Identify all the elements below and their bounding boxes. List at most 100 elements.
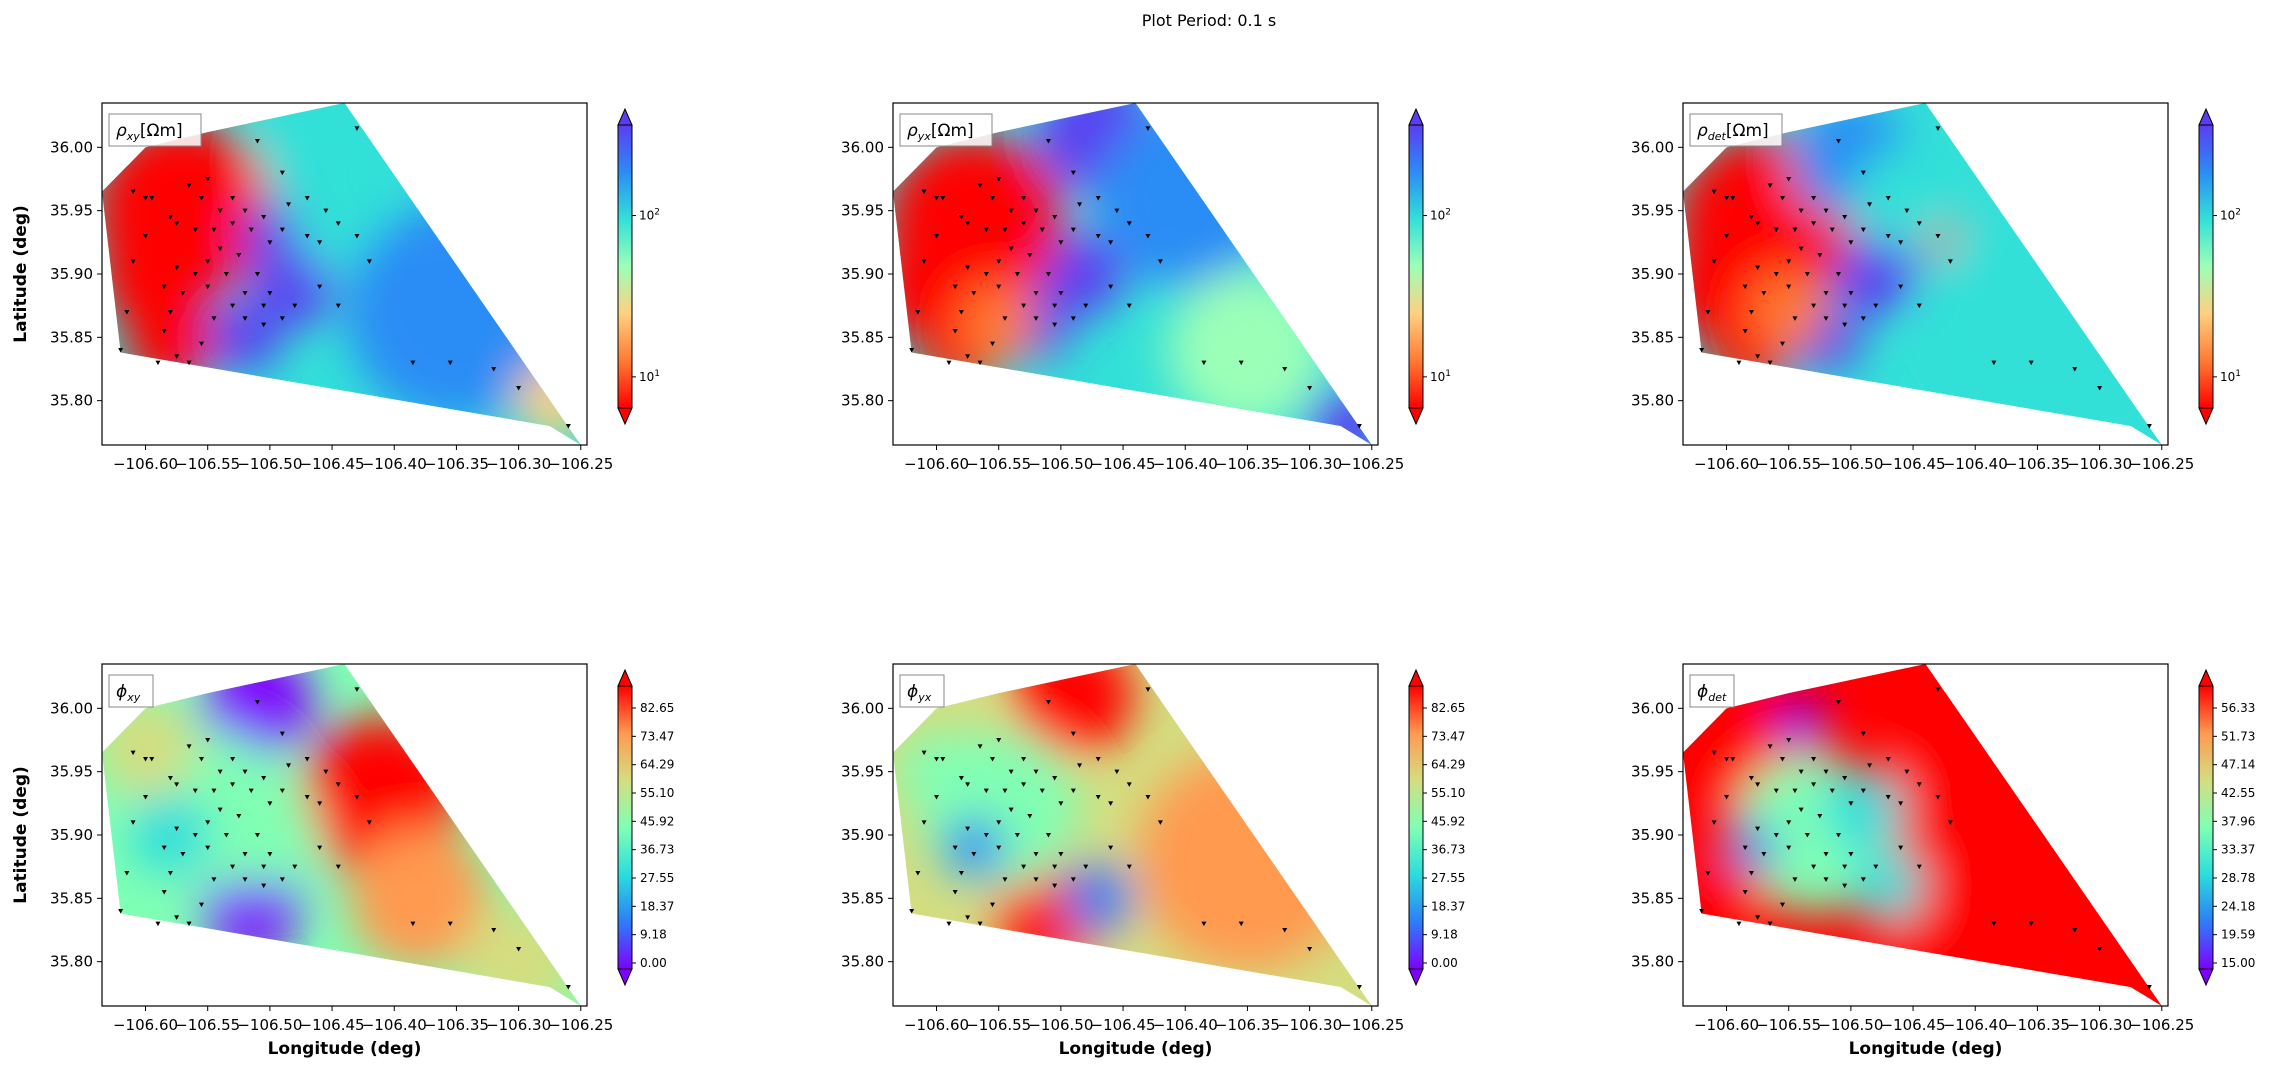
tick-exponent: 1 xyxy=(1445,369,1451,379)
station-marker-17 xyxy=(996,177,1002,182)
station-marker-57 xyxy=(989,902,995,908)
station-marker-48 xyxy=(254,139,260,144)
station-marker-58 xyxy=(952,890,958,895)
station-marker-1 xyxy=(143,757,149,762)
y-axis-label: Latitude (deg) xyxy=(11,205,31,343)
station-marker-2 xyxy=(1730,196,1736,201)
heatmap-blob-3 xyxy=(1137,750,1358,971)
colorbar-extend-max xyxy=(2198,107,2214,126)
station-marker-52 xyxy=(1848,801,1854,806)
station-marker-2 xyxy=(149,196,155,201)
station-marker-20 xyxy=(1773,227,1779,233)
station-marker-36 xyxy=(1885,234,1891,239)
station-marker-63 xyxy=(2097,947,2103,952)
x-tick-label: −106.35 xyxy=(1215,1016,1280,1034)
subplot-2: −106.60−106.55−106.50−106.45−106.40−106.… xyxy=(841,102,1451,473)
subplot-6: −106.60−106.55−106.50−106.45−106.40−106.… xyxy=(1631,663,2255,1059)
station-marker-30 xyxy=(1002,877,1008,882)
station-marker-20 xyxy=(192,227,198,233)
station-marker-45 xyxy=(1947,259,1953,264)
heatmap-blobs xyxy=(1686,680,2162,1006)
colorbar: 15.00 19.59 24.18 28.78 33.37 37.96 42.55 47.14… xyxy=(2198,668,2255,987)
station-marker-44 xyxy=(1935,795,1941,800)
station-marker-62 xyxy=(491,367,497,372)
y-axis-ticks: 36.00 35.95 35.90 35.85 35.80 xyxy=(50,699,102,971)
station-marker-61 xyxy=(1238,921,1244,927)
station-marker-11 xyxy=(1761,291,1767,296)
heatmap-blob-9 xyxy=(1850,148,1951,248)
station-marker-60 xyxy=(410,360,416,366)
station-marker-22 xyxy=(1798,807,1804,813)
colorbar-gradient xyxy=(1409,125,1423,408)
heatmap-blob-4 xyxy=(1835,234,1916,314)
colorbar-tick-label: 42.55 xyxy=(2221,786,2255,800)
station-marker-37 xyxy=(1070,227,1076,233)
heatmap-blob-5 xyxy=(210,302,281,373)
x-tick-label: −106.45 xyxy=(300,455,365,473)
panel-label: ρxy[Ωm] xyxy=(108,113,202,147)
tick-base: 10 xyxy=(1430,209,1445,223)
station-marker-13 xyxy=(1773,833,1779,838)
station-marker-27 xyxy=(1823,852,1829,857)
station-marker-31 xyxy=(1823,877,1829,882)
station-marker-55 xyxy=(996,845,1002,851)
station-marker-14 xyxy=(1755,826,1761,832)
station-marker-60 xyxy=(1201,360,1207,366)
x-tick-label: −106.60 xyxy=(113,1016,178,1034)
label-subscript: xy xyxy=(126,130,141,143)
station-marker-1 xyxy=(934,196,940,201)
panel-label-box xyxy=(899,113,993,147)
station-marker-7 xyxy=(1736,360,1742,366)
station-marker-36 xyxy=(304,234,310,239)
station-marker-52 xyxy=(1848,240,1854,245)
colorbar-frame xyxy=(2198,685,2214,970)
station-marker-46 xyxy=(1916,303,1922,309)
station-marker-41 xyxy=(1904,769,1910,775)
station-marker-43 xyxy=(1126,221,1132,226)
station-marker-29 xyxy=(1811,303,1817,309)
colorbar-extend-max xyxy=(2198,668,2214,687)
station-marker-28 xyxy=(1058,291,1064,296)
station-marker-35 xyxy=(317,845,323,851)
station-marker-28 xyxy=(267,852,273,857)
station-marker-4 xyxy=(1711,820,1717,825)
x-axis-ticks: −106.60−106.55−106.50−106.45−106.40−106.… xyxy=(1694,445,2194,473)
station-marker-63 xyxy=(1307,386,1313,391)
station-marker-54 xyxy=(1811,196,1817,201)
station-marker-36 xyxy=(1095,234,1101,239)
station-marker-18 xyxy=(989,196,995,201)
x-tick-label: −106.50 xyxy=(1028,455,1093,473)
x-tick-label: −106.55 xyxy=(966,455,1031,473)
station-marker-18 xyxy=(1779,757,1785,762)
x-tick-label: −106.40 xyxy=(1153,455,1218,473)
station-marker-27 xyxy=(242,291,248,296)
station-marker-1 xyxy=(1724,196,1730,201)
station-marker-51 xyxy=(1829,227,1835,233)
station-marker-9 xyxy=(186,921,192,927)
station-marker-12 xyxy=(161,845,167,851)
label-unit: [Ωm] xyxy=(140,121,183,141)
x-tick-label: −106.60 xyxy=(1694,1016,1759,1034)
station-marker-0 xyxy=(1711,750,1717,756)
station-marker-62 xyxy=(1282,367,1288,372)
station-marker-45 xyxy=(1157,820,1163,825)
station-marker-44 xyxy=(354,795,360,800)
station-marker-52 xyxy=(1058,240,1064,245)
y-axis-ticks: 36.00 35.95 35.90 35.85 35.80 xyxy=(841,138,893,410)
station-marker-2 xyxy=(940,757,946,762)
colorbar-tick-label: 56.33 xyxy=(2221,701,2255,715)
station-marker-53 xyxy=(1033,769,1039,775)
station-marker-54 xyxy=(230,757,236,762)
station-marker-51 xyxy=(248,788,254,794)
x-tick-label: −106.25 xyxy=(1339,455,1404,473)
panel-label: ρyx[Ωm] xyxy=(899,113,993,147)
x-tick-label: −106.50 xyxy=(1028,1016,1093,1034)
station-marker-29 xyxy=(230,303,236,309)
station-marker-6 xyxy=(118,909,124,914)
station-marker-43 xyxy=(335,782,341,787)
station-marker-21 xyxy=(1792,788,1798,794)
station-marker-0 xyxy=(921,750,927,756)
station-marker-14 xyxy=(174,826,180,832)
